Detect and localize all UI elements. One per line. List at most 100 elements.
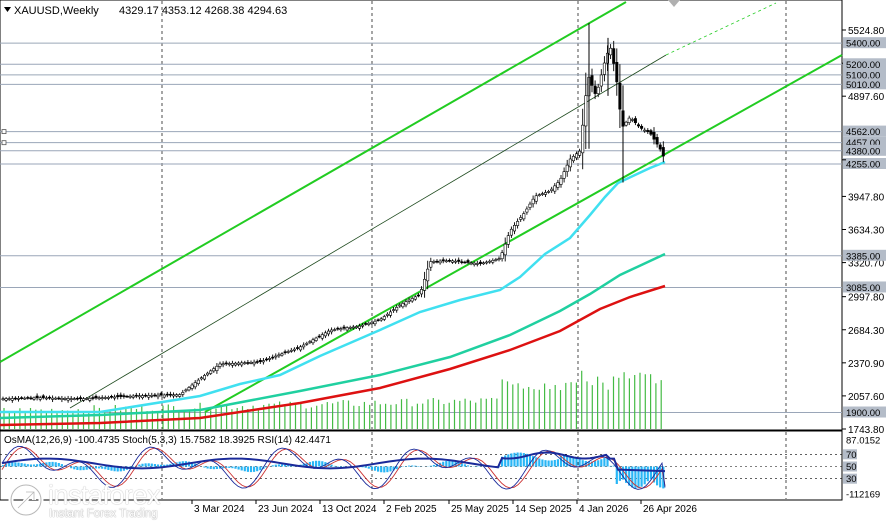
time-tick-label: 4 Jan 2026	[579, 504, 629, 515]
price-tick-label: 3320.70	[848, 259, 885, 270]
level-handle-icon[interactable]	[1, 140, 7, 146]
candle-body	[246, 362, 250, 364]
price-tick-label: 2684.30	[848, 326, 885, 337]
moving-average-slow[interactable]	[0, 284, 666, 427]
candle-body	[283, 351, 287, 354]
time-tick-label: 3 Mar 2024	[194, 504, 245, 515]
stochastic-main-line[interactable]	[1, 445, 666, 490]
candle-body	[432, 261, 436, 263]
candle-body	[16, 398, 20, 400]
candle-body	[26, 397, 30, 399]
candle-body	[110, 395, 114, 398]
level-price-label: 1900.00	[846, 408, 880, 419]
candle-body	[596, 86, 600, 95]
candle-body	[633, 118, 637, 124]
level-price-badge	[843, 144, 886, 156]
candle-body	[379, 318, 383, 321]
candle-body	[364, 323, 368, 325]
candle-body	[599, 74, 603, 87]
moving-average-fast[interactable]	[0, 160, 666, 414]
candle-body	[351, 326, 355, 329]
candle-body	[314, 337, 318, 341]
horizontal-levels[interactable]	[0, 42, 842, 414]
candle-body	[323, 332, 327, 337]
candle-body	[162, 394, 166, 398]
level-price-badge	[843, 406, 886, 418]
candle-body	[450, 260, 454, 263]
candle-body	[488, 260, 492, 263]
candle-body	[348, 327, 352, 329]
candle-body	[193, 382, 197, 388]
time-axis[interactable]: 3 Mar 2024 23 Jun 2024 13 Oct 2024 2 Feb 20…	[191, 500, 697, 515]
candle-body	[345, 327, 349, 331]
scroll-shift-icon[interactable]	[668, 0, 680, 7]
candle-body	[88, 397, 92, 401]
trend-channel[interactable]	[0, 1, 843, 413]
symbol-dropdown-icon[interactable]	[4, 7, 11, 12]
candle-body	[10, 398, 14, 401]
price-tick-label: 3634.30	[848, 226, 885, 237]
channel-lower-line[interactable]	[204, 54, 843, 413]
candle-body	[649, 130, 653, 135]
candle-body	[609, 47, 613, 56]
candle-body	[243, 362, 247, 364]
candle-body	[51, 397, 55, 400]
rsi-line[interactable]	[1, 451, 666, 473]
candle-body	[131, 395, 135, 398]
candle-body	[441, 259, 445, 262]
moving-average-mid[interactable]	[0, 252, 666, 420]
candle-body	[203, 375, 207, 380]
candle-body	[463, 261, 467, 264]
candle-body	[289, 350, 293, 352]
watermark-tagline: Instant Forex Trading	[49, 508, 158, 520]
candle-body	[478, 261, 482, 264]
candle-body	[636, 124, 640, 127]
candle-body	[137, 395, 141, 398]
candle-body	[509, 228, 513, 236]
candle-body	[512, 225, 516, 232]
candle-body	[376, 319, 380, 322]
candle-body	[395, 307, 399, 311]
candle-body	[57, 397, 61, 400]
candle-body	[280, 353, 284, 356]
candle-body	[156, 394, 160, 398]
candle-body	[652, 132, 656, 140]
candle-body	[333, 329, 337, 331]
candle-body	[559, 177, 563, 185]
candle-body	[398, 304, 402, 307]
price-candles[interactable]	[1, 23, 665, 403]
candle-body	[630, 119, 634, 121]
candle-body	[255, 361, 259, 363]
candle-body	[581, 124, 585, 154]
candle-body	[212, 368, 216, 372]
candle-body	[624, 121, 628, 126]
price-pane[interactable]	[0, 0, 843, 431]
candle-body	[627, 117, 631, 123]
candle-body	[571, 156, 575, 162]
candle-body	[519, 217, 523, 220]
indicator-scale-label: 70	[846, 450, 857, 461]
level-handle-icon[interactable]	[1, 129, 7, 135]
channel-middle-line[interactable]	[69, 54, 667, 409]
candle-body	[382, 316, 386, 320]
candle-body	[125, 395, 129, 398]
candle-body	[168, 393, 172, 396]
candle-body	[85, 398, 89, 400]
candle-body	[330, 329, 334, 333]
candle-body	[311, 339, 315, 344]
candle-body	[75, 397, 79, 400]
channel-middle-extension[interactable]	[665, 2, 777, 56]
channel-upper-line[interactable]	[0, 1, 627, 363]
candle-body	[578, 150, 582, 156]
candle-body	[481, 262, 485, 265]
candle-body	[4, 398, 8, 401]
candle-body	[444, 260, 448, 263]
candle-body	[271, 356, 275, 359]
candle-body	[209, 370, 213, 374]
candle-body	[178, 394, 182, 397]
price-scale[interactable]: 5524.805210.204897.603947.803634.303320.…	[842, 26, 886, 436]
candle-body	[469, 262, 473, 265]
candle-body	[590, 75, 594, 86]
candle-body	[475, 263, 479, 265]
